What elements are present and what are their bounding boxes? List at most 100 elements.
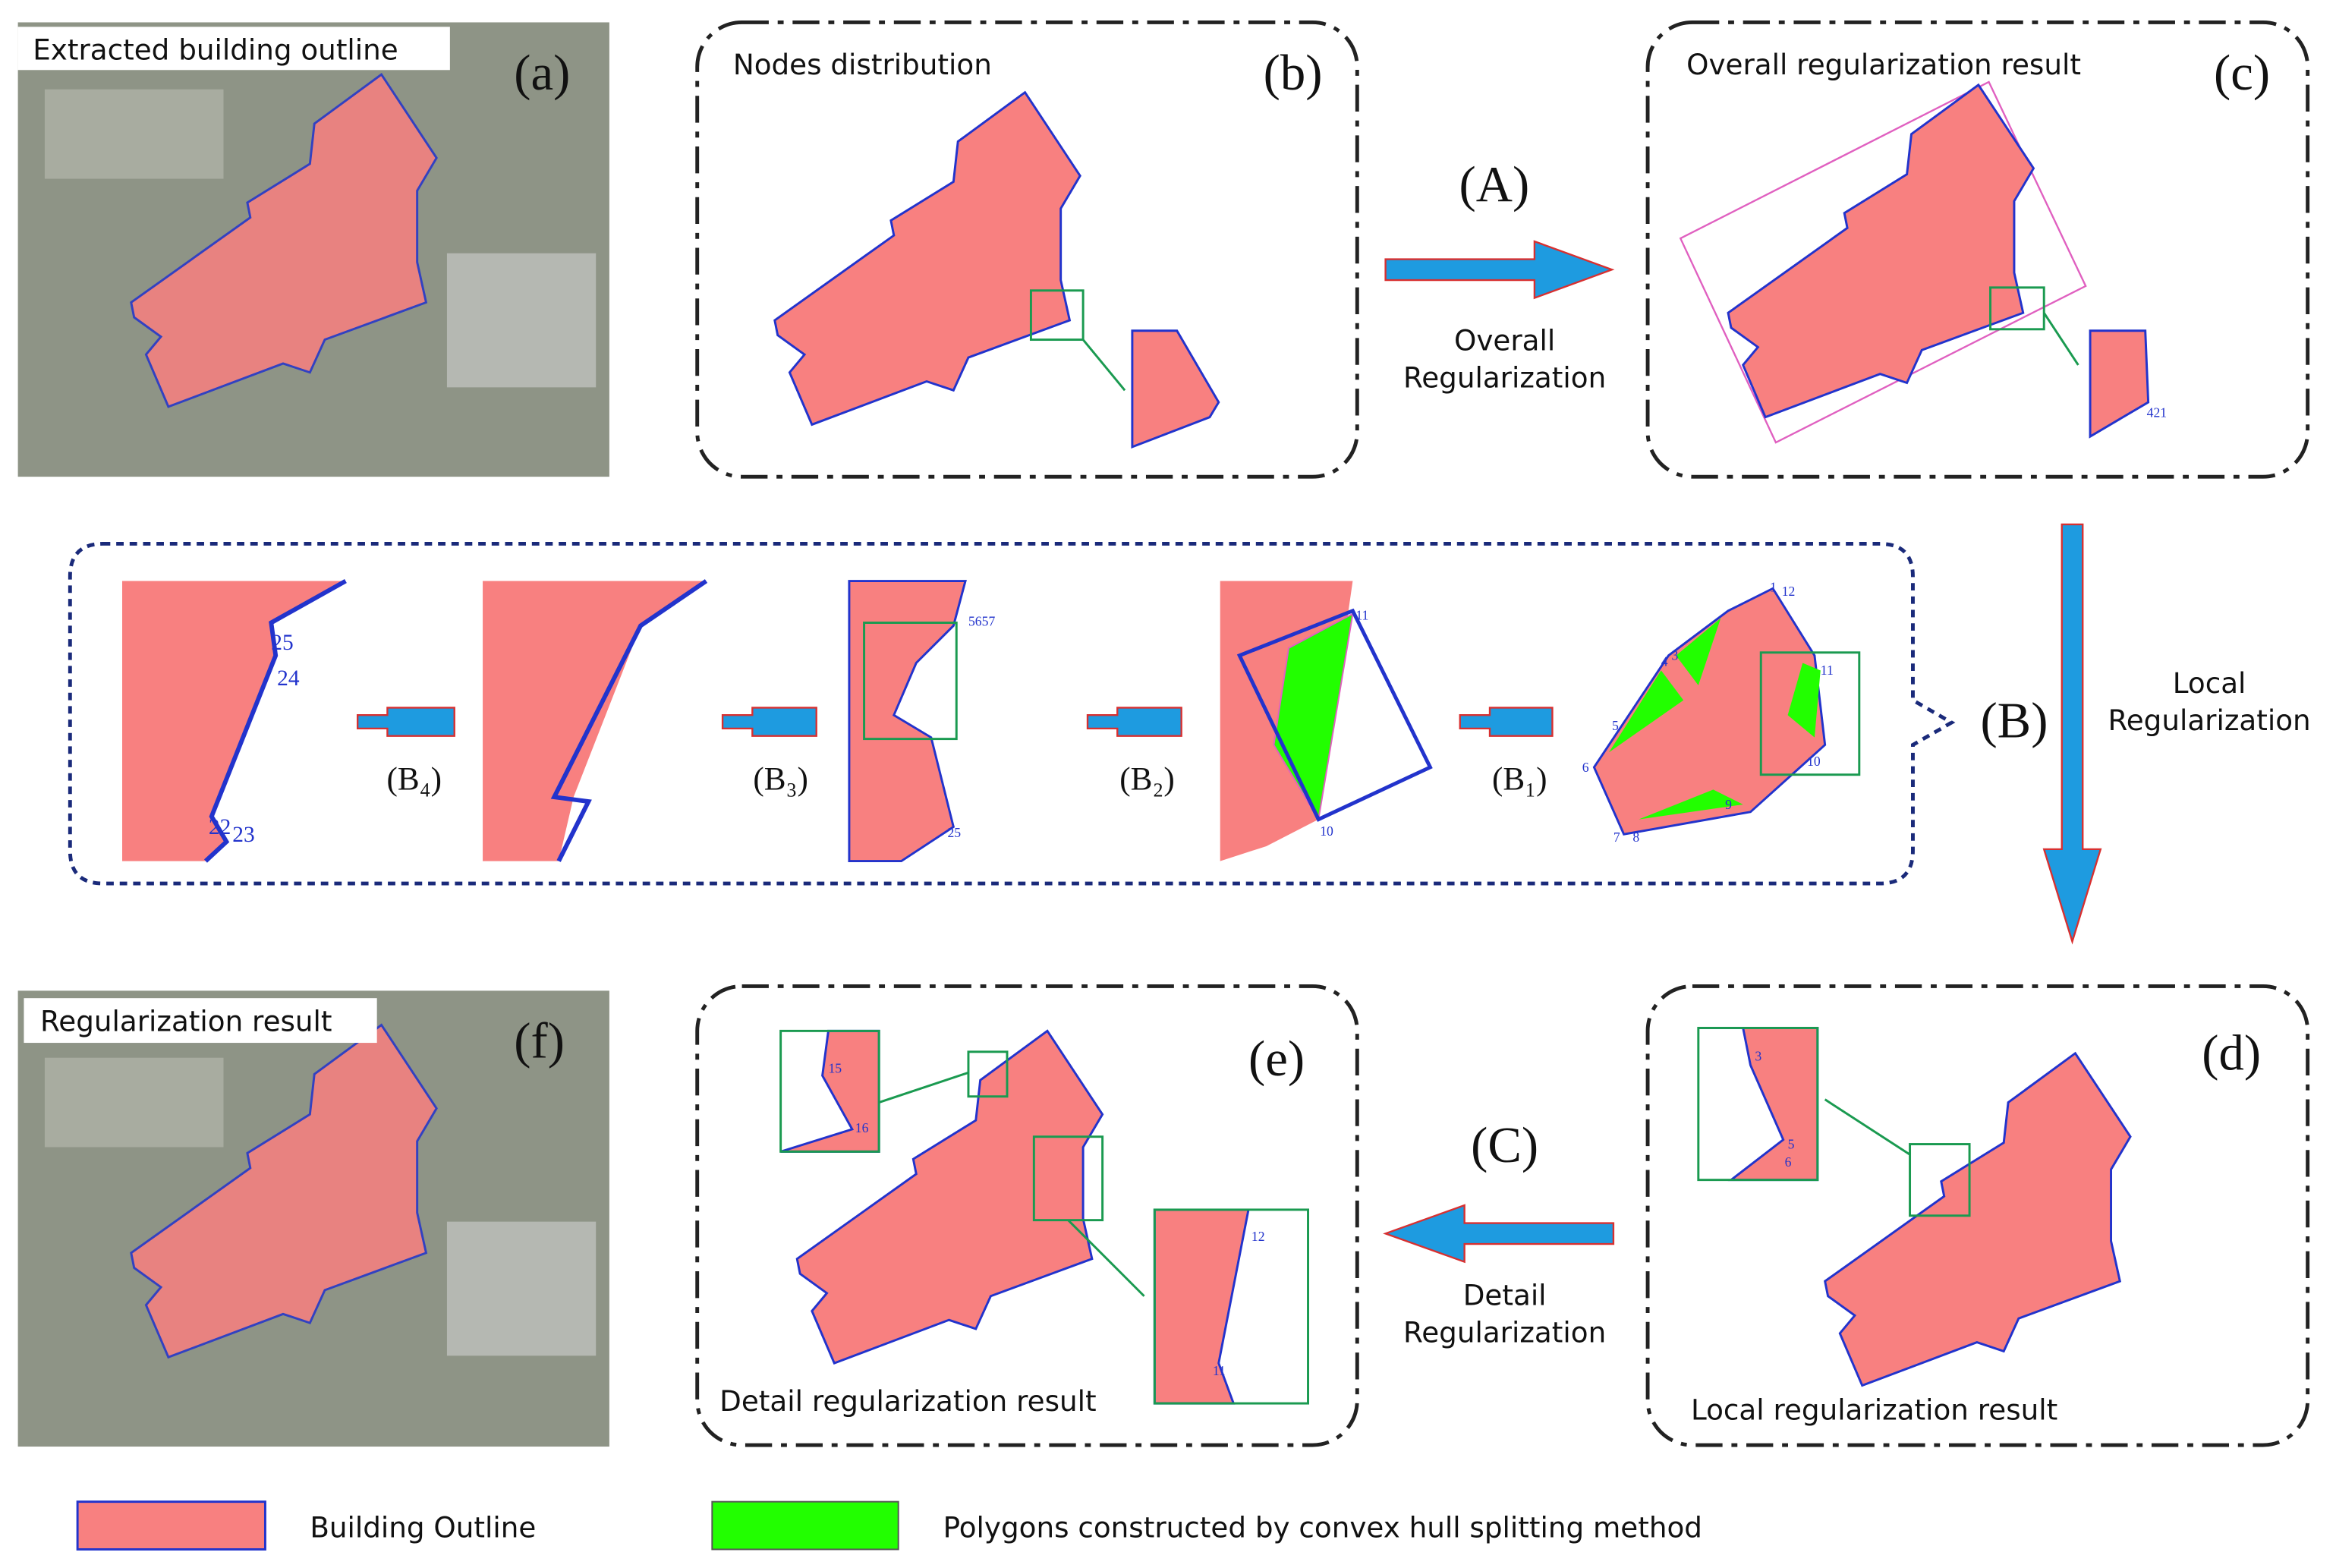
- node-label: 10: [1807, 754, 1821, 769]
- shape: [17, 27, 450, 71]
- step-text: Regularization: [1403, 361, 1606, 394]
- node-label: 3: [1671, 648, 1678, 663]
- shape: [1592, 587, 1827, 836]
- shape: [1609, 670, 1684, 753]
- node-label: 11: [1213, 1363, 1226, 1378]
- shape: [1676, 618, 1721, 685]
- panel-title: Detail regularization result: [719, 1384, 1096, 1418]
- shape: [1679, 80, 2087, 444]
- legend-label: Polygons constructed by convex hull spli…: [943, 1511, 1702, 1544]
- panel-title: Nodes distribution: [733, 48, 992, 81]
- node-label: 24: [277, 666, 300, 691]
- panel-letter: (c): [2214, 46, 2270, 101]
- shape: [1639, 789, 1743, 820]
- shape: [550, 579, 708, 862]
- shape: [1459, 707, 1554, 737]
- shape: [2042, 312, 2079, 366]
- step-text: Overall: [1454, 323, 1555, 357]
- panel-frame: [695, 984, 1359, 1447]
- node-label: 11: [1355, 608, 1368, 623]
- node-label: 16: [855, 1120, 869, 1135]
- node-label: 4: [1661, 653, 1668, 669]
- node-label: 25: [271, 631, 293, 655]
- shape: [1081, 338, 1126, 392]
- shape: [721, 707, 817, 737]
- shape: [44, 89, 224, 179]
- shape: [1236, 608, 1433, 822]
- node-label: 25: [947, 825, 961, 840]
- node-label: 7: [1613, 830, 1620, 845]
- panel-letter: (d): [2202, 1025, 2261, 1081]
- substep-label: (B₃): [753, 761, 808, 797]
- panel-title: Local regularization result: [1691, 1393, 2057, 1427]
- node-label: 15: [828, 1060, 842, 1075]
- node-label: 8: [1632, 830, 1639, 845]
- node-label: 421: [2147, 405, 2167, 420]
- arrow: [1383, 1204, 1615, 1264]
- shape: [1759, 651, 1861, 776]
- legend-swatch: [76, 1500, 266, 1551]
- shape: [1697, 1026, 1819, 1182]
- shape: [878, 1071, 969, 1104]
- node-label: 3: [1755, 1049, 1761, 1064]
- building-outline: [1727, 83, 2035, 419]
- step-text: Detail: [1463, 1279, 1547, 1312]
- shape: [863, 622, 958, 741]
- legend-swatch: [711, 1500, 899, 1551]
- shape: [24, 998, 377, 1044]
- step-label: (C): [1471, 1118, 1538, 1173]
- shape: [44, 1057, 224, 1148]
- shape: [1067, 1219, 1145, 1297]
- step-text: Regularization: [2108, 704, 2311, 737]
- shape: [356, 707, 455, 737]
- building-outline: [773, 91, 1081, 426]
- panel-title: Extracted building outline: [33, 33, 398, 67]
- panel-letter: (f): [514, 1014, 565, 1069]
- legend-label: Building Outline: [310, 1511, 536, 1544]
- node-label: 6: [1582, 760, 1589, 775]
- shape: [779, 1029, 880, 1153]
- step-text: Regularization: [1403, 1316, 1606, 1349]
- shape: [848, 580, 967, 863]
- node-label: 12: [1251, 1229, 1265, 1244]
- panel-letter: (a): [514, 46, 570, 101]
- shape: [1824, 1098, 1911, 1156]
- substep-label: (B₄): [386, 761, 442, 797]
- shape: [1029, 289, 1085, 342]
- node-label: 11: [1821, 663, 1834, 678]
- panel-frame: [695, 20, 1359, 479]
- building-outline: [1824, 1052, 2132, 1387]
- node-label: 23: [232, 823, 254, 847]
- substep-label: (B₁): [1492, 761, 1547, 797]
- node-label: 10: [1320, 823, 1333, 839]
- step-text: Local: [2173, 666, 2246, 700]
- panel-frame: [1645, 20, 2310, 479]
- shape: [446, 1221, 597, 1356]
- shape: [446, 253, 597, 388]
- shape: [1086, 707, 1182, 737]
- shape: [1131, 329, 1220, 449]
- shape: [1153, 1208, 1309, 1405]
- node-label: 12: [1782, 584, 1796, 599]
- panel-title: Overall regularization result: [1686, 48, 2081, 81]
- node-label: 5: [1788, 1136, 1795, 1151]
- node-label: 1: [1770, 579, 1777, 594]
- panel-letter: (e): [1248, 1031, 1305, 1087]
- shape: [967, 1050, 1009, 1098]
- shape: [1989, 286, 2045, 331]
- node-label: 5: [1612, 718, 1619, 733]
- panel-frame: [1645, 984, 2310, 1447]
- node-label: 6: [1785, 1154, 1792, 1170]
- shape: [122, 581, 346, 861]
- node-label: 22: [209, 815, 231, 839]
- shape: [203, 578, 347, 863]
- shape: [1909, 1143, 1971, 1217]
- panel-title: Regularization result: [40, 1004, 332, 1037]
- shape: [1787, 663, 1821, 738]
- group-frame: [68, 542, 1956, 886]
- node-label: 9: [1725, 797, 1732, 812]
- node-label: 5657: [968, 613, 995, 628]
- shape: [1153, 1208, 1250, 1405]
